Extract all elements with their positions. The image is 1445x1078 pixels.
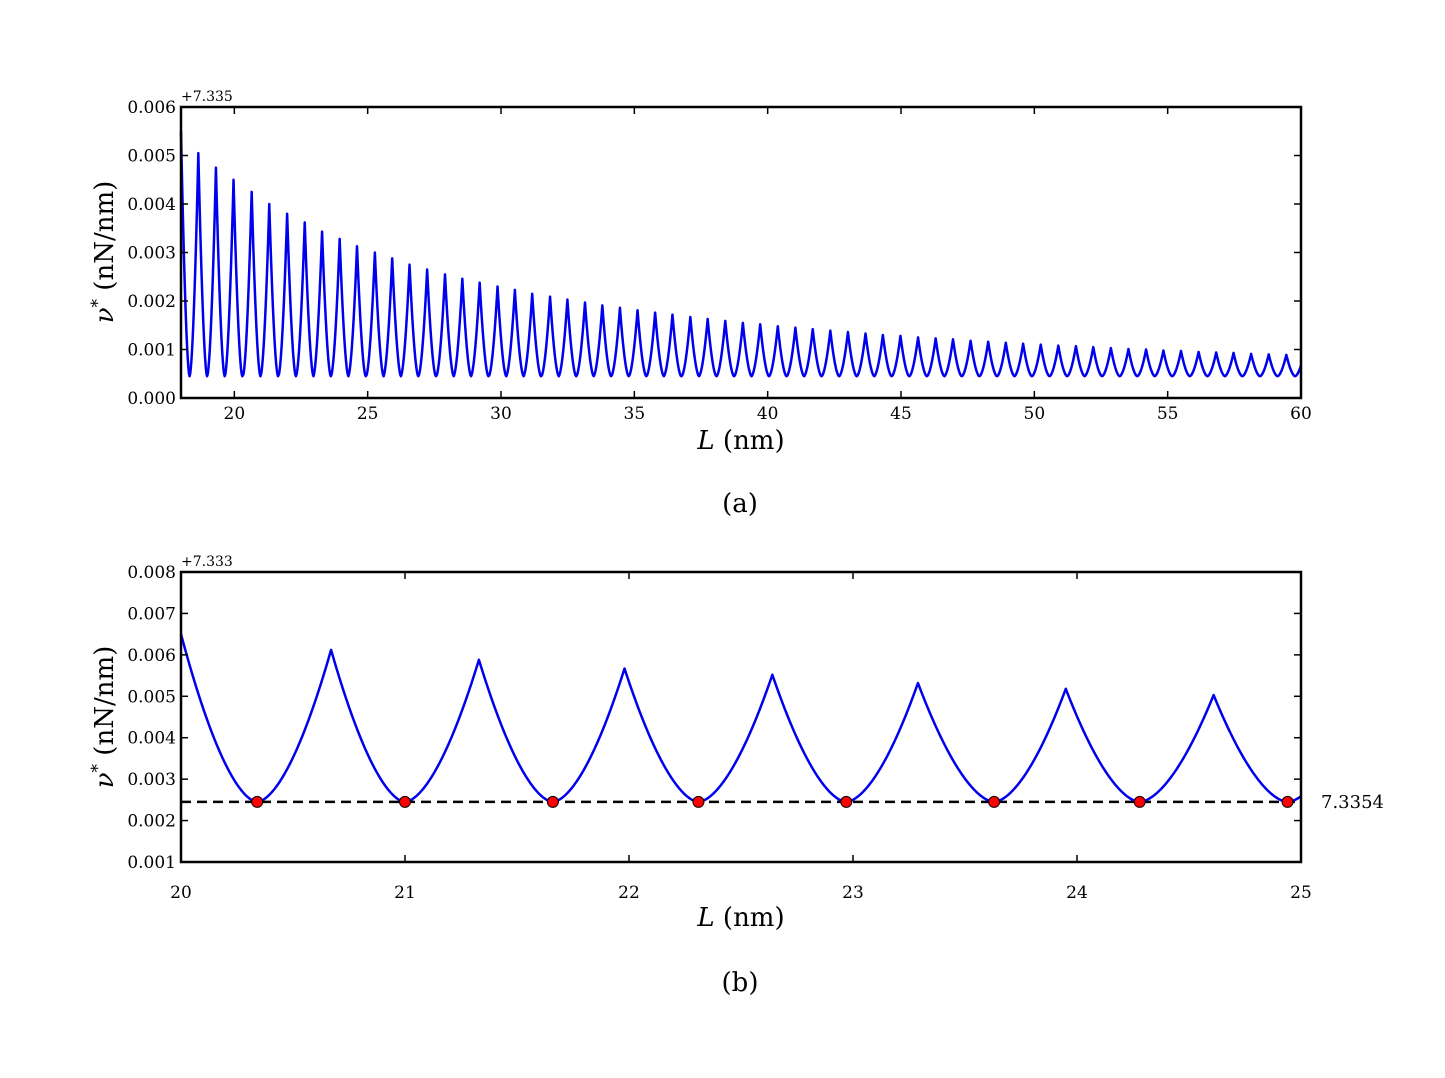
x-ticks-b: 20 21 22 23 24 25: [170, 572, 1312, 903]
minimum-marker: [1281, 795, 1294, 808]
minimum-marker: [840, 795, 853, 808]
y-tick-label: 0.001: [127, 853, 176, 873]
x-tick-label: 25: [357, 404, 379, 424]
y-tick-label: 0.003: [127, 770, 176, 790]
x-tick-label: 50: [1024, 404, 1046, 424]
minimum-marker: [1133, 795, 1146, 808]
x-tick-label: 35: [624, 404, 646, 424]
caption-a: (a): [722, 489, 758, 519]
y-tick-label: 0.006: [127, 98, 176, 118]
y-tick-label: 0.000: [127, 389, 176, 409]
minimum-markers-b: [251, 795, 1294, 808]
minimum-marker: [251, 795, 264, 808]
x-axis-label-a: L (nm): [696, 426, 784, 456]
minimum-marker: [399, 795, 411, 808]
plot-frame-a: [179, 105, 1303, 400]
x-ticks-a: 20 25 30 35 40 45 50 55 60: [224, 107, 1312, 424]
series-line: [179, 131, 1303, 378]
y-tick-label: 0.002: [127, 292, 176, 312]
x-tick-label: 20: [170, 883, 192, 903]
y-tick-label: 0.005: [127, 147, 176, 167]
plot-frame-b: [179, 570, 1303, 864]
y-tick-label: 0.004: [127, 195, 176, 215]
y-tick-label: 0.007: [127, 604, 176, 624]
y-tick-label: 0.004: [127, 729, 176, 749]
minimum-marker: [546, 795, 559, 808]
x-tick-label: 20: [224, 404, 246, 424]
y-tick-label: 0.002: [127, 812, 176, 832]
y-axis-label-b: ν* (nN/nm): [88, 646, 120, 789]
x-tick-label: 30: [490, 404, 512, 424]
series-line: [179, 633, 1302, 804]
y-tick-label: 0.008: [127, 563, 176, 583]
x-tick-label: 22: [618, 883, 640, 903]
y-tick-label: 0.006: [127, 646, 176, 666]
y-offset-label-a: +7.335: [181, 89, 233, 105]
series-lines-a: [179, 131, 1303, 378]
x-axis-label-b: L (nm): [696, 903, 784, 933]
reference-line-label-b: 7.3354: [1321, 792, 1384, 813]
x-tick-label: 21: [394, 883, 416, 903]
minimum-marker: [988, 795, 1001, 808]
y-tick-label: 0.005: [127, 687, 176, 707]
x-tick-label: 25: [1290, 883, 1312, 903]
chart-panel-a: 20 25 30 35 40 45 50 55 60 0.0000.0010.0020.0030…: [88, 89, 1312, 519]
x-tick-label: 40: [757, 404, 779, 424]
x-tick-label: 24: [1066, 883, 1088, 903]
y-tick-label: 0.001: [127, 341, 176, 361]
y-tick-label: 0.003: [127, 244, 176, 264]
y-axis-label-a: ν* (nN/nm): [88, 181, 120, 324]
series-lines-b: [179, 633, 1302, 804]
minimum-marker: [692, 795, 705, 808]
y-ticks-a: 0.000 0.001 0.002 0.003 0.004 0.005 0.006: [127, 98, 1301, 409]
x-tick-label: 60: [1290, 404, 1312, 424]
y-ticks-b: 0.001 0.002 0.003 0.004 0.005 0.006 0.007 0.008: [127, 563, 1301, 873]
x-tick-label: 55: [1157, 404, 1179, 424]
caption-b: (b): [722, 968, 759, 998]
y-offset-label-b: +7.333: [181, 554, 233, 570]
chart-panel-b: 20 21 22 23 24 25 0.0010.0020.0030.0040.0050.…: [88, 554, 1384, 998]
x-tick-label: 23: [842, 883, 864, 903]
x-tick-label: 45: [890, 404, 912, 424]
